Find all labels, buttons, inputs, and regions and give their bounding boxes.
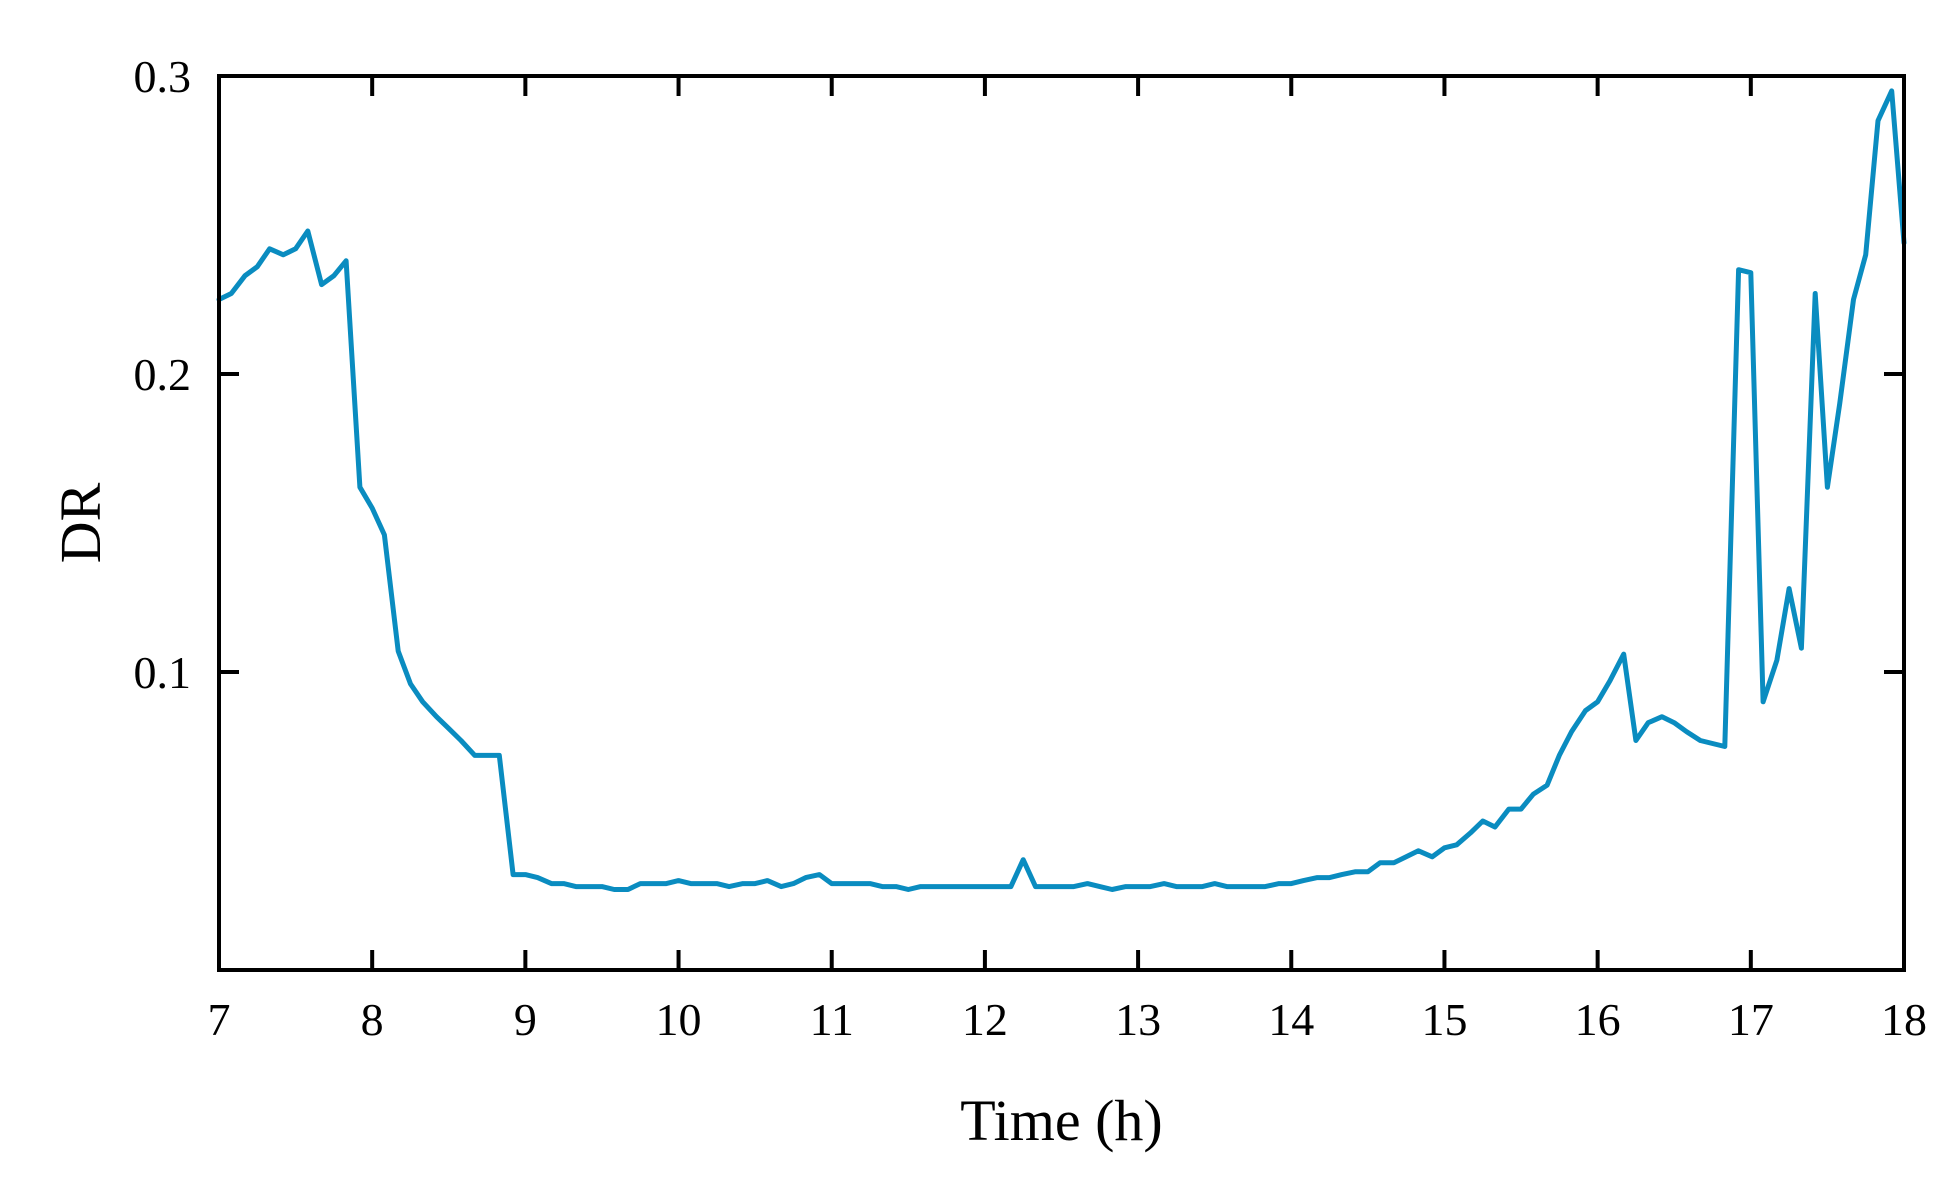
plot-frame <box>217 74 1906 972</box>
x-tick-label: 14 <box>1268 994 1314 1045</box>
x-tick-label: 10 <box>656 994 702 1045</box>
x-axis-label: Time (h) <box>960 1088 1163 1153</box>
series-line-dr <box>216 88 1907 892</box>
x-tick-label: 16 <box>1575 994 1621 1045</box>
y-tick-label: 0.3 <box>134 51 192 102</box>
x-tick-label: 9 <box>514 994 537 1045</box>
x-tick-label: 12 <box>962 994 1008 1045</box>
x-tick-label: 7 <box>208 994 231 1045</box>
x-tick-label: 13 <box>1115 994 1161 1045</box>
x-tick-label: 17 <box>1728 994 1774 1045</box>
y-axis-label: DR <box>48 482 113 563</box>
x-tick-label: 8 <box>361 994 384 1045</box>
x-tick-label: 11 <box>810 994 854 1045</box>
x-tick-label: 15 <box>1421 994 1467 1045</box>
y-tick-label: 0.2 <box>134 349 192 400</box>
y-tick-label: 0.1 <box>134 647 192 698</box>
tick-labels-layer: 7 8 9 10 11 12 13 14 15 16 17 18 0.1 0.2 0.3 <box>134 51 1928 1045</box>
ticks-layer <box>219 76 1904 970</box>
x-tick-label: 18 <box>1881 994 1927 1045</box>
